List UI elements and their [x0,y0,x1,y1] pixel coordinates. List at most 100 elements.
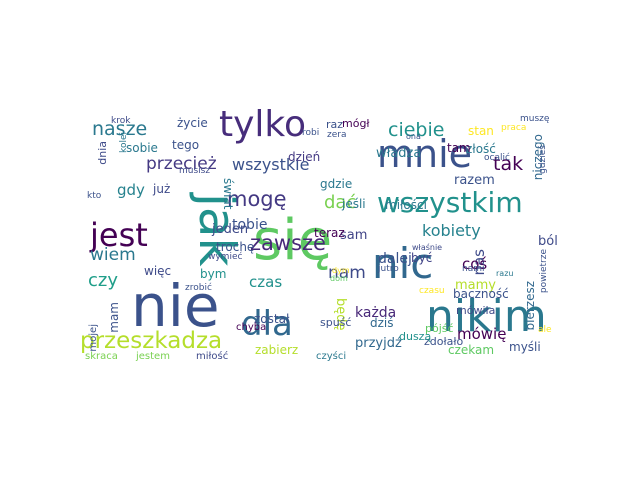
word-sam: sam [340,228,368,243]
word-tak: tak [493,153,524,175]
word-zrobic: zrobić [185,283,212,293]
word-stan: stan [468,124,494,138]
word-bierzesz: bierzesz [523,281,537,331]
word-swiat: świat [221,178,235,210]
word-bol: ból [538,234,558,249]
word-jak: jak [188,193,246,267]
word-gdzies: gdzieś [538,145,548,174]
word-kazda: każda [355,305,397,321]
word-czy: czy [88,270,118,291]
word-dalej: dalej [378,251,412,267]
word-wszystkim: wszystkim [377,186,523,219]
word-dac: dać [324,192,357,213]
word-zabierz: zabierz [255,343,299,357]
word-gdy: gdy [117,181,145,199]
word-mam: mam [107,302,121,333]
word-robi: robi [302,128,320,138]
word-bym: bym [200,267,227,281]
word-zlosc: złość [466,142,496,156]
word-dla: dla [241,304,293,344]
word-dusza: duszą [399,330,432,343]
word-mowie: mówię [457,325,507,343]
word-musze: muszę [520,114,550,124]
word-troche: trochę [216,240,255,254]
word-jestem: jestem [136,351,170,362]
word-cloud: nie się jak nikim mnie nic tylko wszystk… [80,107,560,367]
word-bede: będę [333,298,348,331]
word-zycie: życie [177,116,208,130]
word-kolei: kolei [119,132,129,153]
word-bacznosc: baczność [453,287,509,301]
word-wladza: władza [376,146,422,161]
word-czekam: czekam [448,343,495,357]
word-kobiety: kobiety [422,221,481,240]
word-milosci: miłości [385,198,427,212]
word-razu: razu [496,269,514,278]
word-mowila: mówiła [456,304,496,317]
word-chyba: chyba [236,322,267,333]
word-tego: tego [172,138,200,152]
word-byc: być [411,251,433,265]
word-powietrze: powietrze [539,249,549,294]
word-mysli: myśli [509,340,541,354]
word-juz: już [153,182,171,196]
word-krok: krok [111,116,131,126]
word-praca: praca [501,123,527,133]
word-jeden: jeden [212,222,249,237]
word-teraz: teraz [314,226,345,240]
word-dnia: dnia [96,141,109,165]
word-wiem: wiem [90,245,136,265]
word-nic: nic [372,239,434,288]
word-nikim: nikim [426,291,547,342]
word-czasu: czasu [419,286,445,296]
word-czas: czas [249,273,283,291]
word-gdzie: gdzie [320,177,353,191]
word-jutro: jutro [378,264,399,274]
word-wlasnie: właśnie [412,243,443,252]
word-mojej: mojej [88,324,99,352]
word-przeszkadza: przeszkadza [80,328,223,354]
word-jesli: jeśli [342,197,366,211]
word-nami: nami [462,264,485,274]
word-tam: tam [447,141,471,155]
word-raz: raz [326,118,344,131]
word-przyjdz: przyjdź [355,336,402,351]
word-cos: coś [462,255,488,273]
word-moge: mogę [227,187,287,211]
word-dym: dym [332,266,350,275]
word-spusc: spuść [320,316,352,329]
word-nie: nie [131,272,220,340]
word-dzien: dzień [288,150,321,164]
word-jest: jest [90,216,148,254]
word-zawsze: zawsze [250,231,326,255]
word-wiec: więc [144,264,172,278]
word-razem: razem [454,173,495,188]
word-ciebie: ciebie [388,119,445,141]
word-mamy: mamy [455,278,496,293]
word-tobie: tobie [232,217,268,233]
word-musisz: musisz [179,166,211,176]
word-mogl: mógł [342,117,370,130]
word-nam: nam [328,263,366,283]
word-przeciez: przecież [146,154,217,174]
word-kto: kto [87,191,102,201]
word-sobie: sobie [126,141,158,155]
word-wymiec: wymieć [208,252,243,262]
word-milosc: miłość [196,351,229,362]
word-ona: ona [406,132,421,141]
word-zostal: został [254,312,290,326]
word-dom: dom [330,274,348,283]
word-dzis: dziś [370,316,394,330]
word-nasze: nasze [92,118,148,140]
word-tylko: tylko [219,107,307,145]
word-ale: ale [538,325,552,335]
word-ocalic: ocalić [484,153,510,163]
word-czysci: czyści [316,351,347,362]
word-zera: zera [327,130,347,140]
word-pojsc: pójść [425,322,454,335]
word-skraca: skraca [85,351,118,362]
word-wszystkie: wszystkie [232,155,310,174]
word-mnie: mnie [377,132,473,176]
word-zdolalo: zdołało [424,335,464,348]
word-sie: się [253,208,333,273]
